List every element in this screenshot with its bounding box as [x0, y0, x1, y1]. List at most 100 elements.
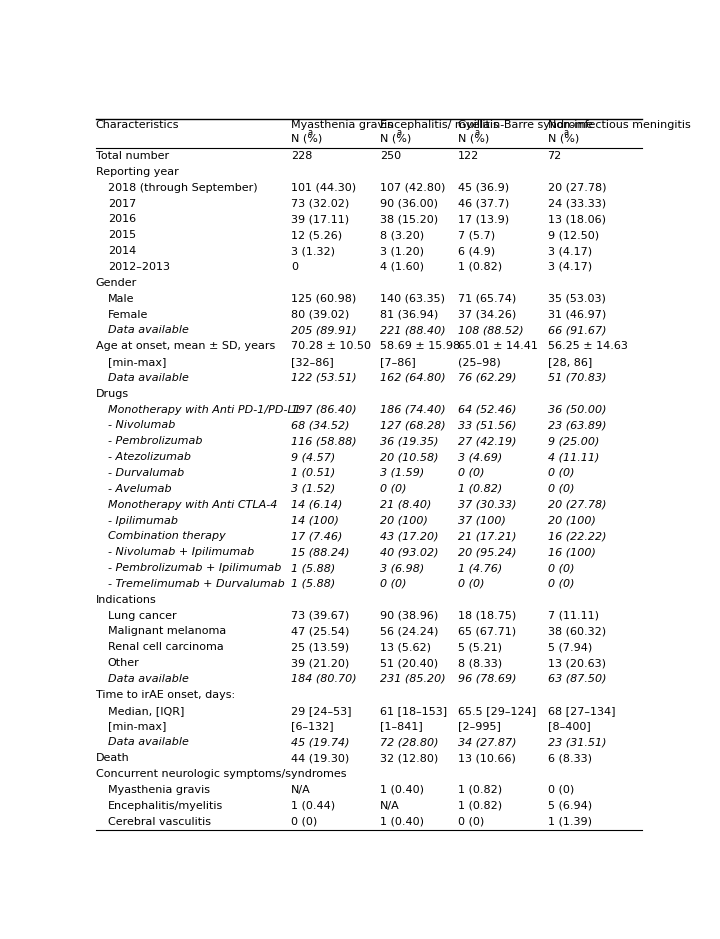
Text: Characteristics: Characteristics: [96, 120, 179, 131]
Text: 0 (0): 0 (0): [380, 579, 407, 589]
Text: 0 (0): 0 (0): [547, 484, 574, 494]
Text: 13 (18.06): 13 (18.06): [547, 214, 606, 224]
Text: 13 (20.63): 13 (20.63): [547, 658, 606, 669]
Text: - Pembrolizumab: - Pembrolizumab: [108, 437, 202, 446]
Text: 32 (12.80): 32 (12.80): [380, 753, 438, 763]
Text: Malignant melanoma: Malignant melanoma: [108, 626, 226, 637]
Text: [8–400]: [8–400]: [547, 721, 590, 731]
Text: 1 (5.88): 1 (5.88): [291, 579, 335, 589]
Text: a: a: [474, 128, 480, 137]
Text: 9 (25.00): 9 (25.00): [547, 437, 599, 446]
Text: 17 (13.9): 17 (13.9): [459, 214, 510, 224]
Text: 122 (53.51): 122 (53.51): [291, 373, 356, 383]
Text: 47 (25.54): 47 (25.54): [291, 626, 349, 637]
Text: 5 (5.21): 5 (5.21): [459, 642, 503, 653]
Text: 70.28 ± 10.50: 70.28 ± 10.50: [291, 341, 371, 351]
Text: 125 (60.98): 125 (60.98): [291, 294, 356, 303]
Text: 5 (7.94): 5 (7.94): [547, 642, 592, 653]
Text: 2015: 2015: [108, 230, 136, 240]
Text: Female: Female: [108, 310, 148, 319]
Text: Non-infectious meningitis: Non-infectious meningitis: [547, 120, 690, 131]
Text: 76 (62.29): 76 (62.29): [459, 373, 517, 383]
Text: 14 (6.14): 14 (6.14): [291, 500, 342, 510]
Text: - Avelumab: - Avelumab: [108, 484, 171, 494]
Text: 81 (36.94): 81 (36.94): [380, 310, 438, 319]
Text: 29 [24–53]: 29 [24–53]: [291, 706, 351, 716]
Text: 0 (0): 0 (0): [459, 817, 485, 826]
Text: Death: Death: [96, 753, 130, 763]
Text: 6 (4.9): 6 (4.9): [459, 246, 495, 256]
Text: Data available: Data available: [108, 373, 189, 383]
Text: 45 (36.9): 45 (36.9): [459, 183, 510, 192]
Text: Other: Other: [108, 658, 140, 669]
Text: 8 (8.33): 8 (8.33): [459, 658, 503, 669]
Text: Renal cell carcinoma: Renal cell carcinoma: [108, 642, 224, 653]
Text: - Durvalumab: - Durvalumab: [108, 468, 184, 478]
Text: 0 (0): 0 (0): [547, 785, 574, 795]
Text: 40 (93.02): 40 (93.02): [380, 547, 438, 557]
Text: 1 (0.40): 1 (0.40): [380, 785, 424, 795]
Text: 63 (87.50): 63 (87.50): [547, 674, 606, 684]
Text: 7 (5.7): 7 (5.7): [459, 230, 495, 240]
Text: Monotherapy with Anti CTLA-4: Monotherapy with Anti CTLA-4: [108, 500, 277, 510]
Text: N (%): N (%): [380, 133, 411, 144]
Text: [min-max]: [min-max]: [108, 721, 166, 731]
Text: 221 (88.40): 221 (88.40): [380, 325, 446, 335]
Text: 34 (27.87): 34 (27.87): [459, 737, 517, 747]
Text: [1–841]: [1–841]: [380, 721, 423, 731]
Text: Myasthenia gravis: Myasthenia gravis: [108, 785, 210, 795]
Text: 3 (1.59): 3 (1.59): [380, 468, 424, 478]
Text: 2016: 2016: [108, 214, 136, 224]
Text: Indications: Indications: [96, 594, 156, 605]
Text: 27 (42.19): 27 (42.19): [459, 437, 517, 446]
Text: 101 (44.30): 101 (44.30): [291, 183, 356, 192]
Text: [32–86]: [32–86]: [291, 357, 333, 367]
Text: Data available: Data available: [108, 674, 189, 684]
Text: 24 (33.33): 24 (33.33): [547, 198, 606, 208]
Text: 23 (31.51): 23 (31.51): [547, 737, 606, 747]
Text: Data available: Data available: [108, 325, 189, 335]
Text: a: a: [564, 128, 569, 137]
Text: 250: 250: [380, 151, 401, 161]
Text: 0 (0): 0 (0): [459, 468, 485, 478]
Text: 44 (19.30): 44 (19.30): [291, 753, 349, 763]
Text: 4 (11.11): 4 (11.11): [547, 453, 599, 462]
Text: [6–132]: [6–132]: [291, 721, 333, 731]
Text: 107 (42.80): 107 (42.80): [380, 183, 446, 192]
Text: 66 (91.67): 66 (91.67): [547, 325, 606, 335]
Text: Concurrent neurologic symptoms/syndromes: Concurrent neurologic symptoms/syndromes: [96, 769, 346, 779]
Text: 1 (0.82): 1 (0.82): [459, 484, 503, 494]
Text: 1 (4.76): 1 (4.76): [459, 563, 503, 573]
Text: N (%): N (%): [547, 133, 579, 144]
Text: 16 (100): 16 (100): [547, 547, 595, 557]
Text: Total number: Total number: [96, 151, 168, 161]
Text: 20 (100): 20 (100): [547, 516, 595, 526]
Text: 51 (70.83): 51 (70.83): [547, 373, 606, 383]
Text: Guillain-Barre syndrome: Guillain-Barre syndrome: [459, 120, 593, 131]
Text: 37 (30.33): 37 (30.33): [459, 500, 517, 510]
Text: 35 (53.03): 35 (53.03): [547, 294, 606, 303]
Text: 25 (13.59): 25 (13.59): [291, 642, 349, 653]
Text: 31 (46.97): 31 (46.97): [547, 310, 606, 319]
Text: - Nivolumab: - Nivolumab: [108, 421, 175, 430]
Text: 64 (52.46): 64 (52.46): [459, 405, 517, 415]
Text: 13 (10.66): 13 (10.66): [459, 753, 516, 763]
Text: 23 (63.89): 23 (63.89): [547, 421, 606, 430]
Text: 39 (17.11): 39 (17.11): [291, 214, 349, 224]
Text: 20 (27.78): 20 (27.78): [547, 500, 606, 510]
Text: 2017: 2017: [108, 198, 136, 208]
Text: 0 (0): 0 (0): [547, 563, 574, 573]
Text: 20 (10.58): 20 (10.58): [380, 453, 438, 462]
Text: 36 (50.00): 36 (50.00): [547, 405, 606, 415]
Text: 9 (12.50): 9 (12.50): [547, 230, 599, 240]
Text: 20 (27.78): 20 (27.78): [547, 183, 606, 192]
Text: 1 (5.88): 1 (5.88): [291, 563, 335, 573]
Text: 1 (0.82): 1 (0.82): [459, 801, 503, 810]
Text: 5 (6.94): 5 (6.94): [547, 801, 592, 810]
Text: 0 (0): 0 (0): [547, 579, 574, 589]
Text: - Atezolizumab: - Atezolizumab: [108, 453, 191, 462]
Text: 1 (0.51): 1 (0.51): [291, 468, 335, 478]
Text: 3 (1.52): 3 (1.52): [291, 484, 335, 494]
Text: a: a: [307, 128, 312, 137]
Text: 16 (22.22): 16 (22.22): [547, 531, 606, 542]
